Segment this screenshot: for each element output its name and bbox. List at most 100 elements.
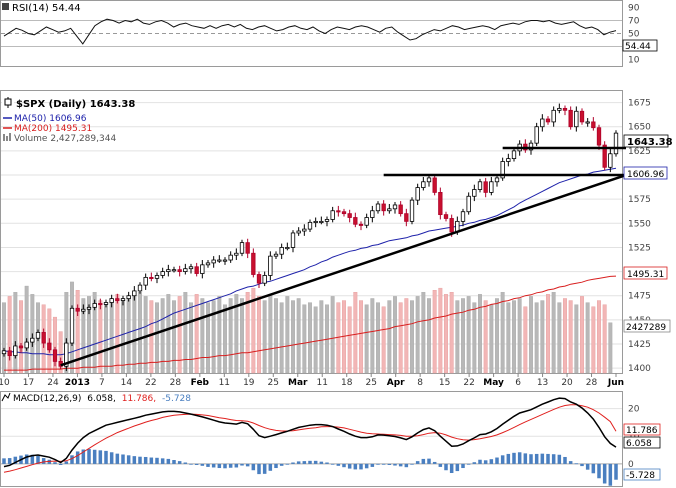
candle-body <box>313 220 318 223</box>
candle-body <box>477 181 483 190</box>
volume-bar <box>115 294 120 374</box>
volume-bar <box>302 304 307 374</box>
candle-body <box>217 259 222 262</box>
volume-bar <box>330 296 335 374</box>
volume-bar <box>472 302 477 374</box>
volume-bar <box>143 296 148 374</box>
volume-bar <box>24 285 29 374</box>
candle-body <box>35 332 41 339</box>
macd-hist-bar <box>143 456 148 464</box>
volume-bar <box>563 298 567 374</box>
candle-body <box>438 192 443 216</box>
macd-hist-bar <box>500 455 505 464</box>
price-tick-label: 1575 <box>628 195 651 205</box>
volume-bar <box>166 294 171 374</box>
volume-bar <box>455 300 460 374</box>
candle-body <box>194 266 199 274</box>
x-tick-label: Apr <box>387 378 405 388</box>
candle-body <box>415 187 420 201</box>
macd-hist-bar <box>285 463 290 465</box>
macd-hist-bar <box>478 459 482 464</box>
volume-bar <box>251 287 256 374</box>
volume-bar <box>81 298 86 374</box>
candle-body <box>307 221 313 230</box>
volume-bar <box>98 300 103 374</box>
macd-hist-bar <box>551 454 556 464</box>
candle-body <box>613 132 619 155</box>
candle-body <box>341 211 347 215</box>
candle-body <box>596 127 602 146</box>
macd-hist-bar <box>546 453 550 464</box>
macd-hist-bar <box>421 458 426 464</box>
macd-hist-bar <box>359 463 363 470</box>
volume-bar <box>217 296 222 374</box>
volume-bar <box>608 322 613 374</box>
svg-text:1643.38: 1643.38 <box>627 137 673 148</box>
volume-bar <box>364 304 369 374</box>
x-tick-label: 22 <box>145 378 156 388</box>
candle-body <box>591 121 596 129</box>
candle-body <box>75 307 80 312</box>
macd-tick-label: 0 <box>628 460 634 470</box>
x-tick-label: 8 <box>417 378 423 388</box>
volume-bar <box>245 292 250 374</box>
volume-bar <box>500 292 505 374</box>
macd-hist-bar <box>444 463 448 471</box>
x-tick-label: 6 <box>515 378 521 388</box>
volume-bar <box>404 298 409 374</box>
volume-bar <box>92 292 97 374</box>
candle-body <box>120 298 126 301</box>
macd-hist-bar <box>347 463 352 469</box>
rsi-tick-label: 70 <box>628 17 640 27</box>
rsi-label: RSI(14) 54.44 <box>2 3 81 14</box>
macd-label-value: 6.058, <box>87 394 116 404</box>
volume-bar <box>483 300 488 374</box>
candle-body <box>381 203 386 212</box>
volume-bar <box>540 300 545 374</box>
macd-hist-bar <box>189 463 193 465</box>
macd-hist-bar <box>138 456 142 464</box>
candle-body <box>154 275 160 279</box>
macd-hist-bar <box>472 462 477 464</box>
x-tick-label: 13 <box>537 378 548 388</box>
volume-bar <box>7 296 12 374</box>
macd-hist-bar <box>580 463 584 467</box>
macd-hist-bar <box>200 463 205 466</box>
volume-bar <box>387 300 392 374</box>
macd-hist-bar <box>608 463 613 486</box>
ma200-badge: 1495.31 <box>623 266 668 280</box>
macd-hist-bar <box>155 457 159 464</box>
volume-bar <box>172 300 176 374</box>
candle-body <box>347 213 352 218</box>
macd-hist-badge: -5.728 <box>623 468 661 481</box>
macd-hist-bar <box>410 463 414 465</box>
x-tick-label: 25 <box>268 378 279 388</box>
candle-body <box>251 252 256 275</box>
candle-body <box>109 298 114 303</box>
volume-bar <box>421 292 426 374</box>
macd-hist-bar <box>81 449 86 464</box>
last-price-badge: 1643.38 <box>623 134 673 148</box>
macd-hist-bar <box>466 463 471 465</box>
candle-body <box>245 242 250 254</box>
x-tick-label: 22 <box>463 378 474 388</box>
macd-hist-bar <box>296 461 301 464</box>
price-tick-label: 1625 <box>628 147 651 157</box>
x-axis-labels: 10 17 24 2013 7 14 22 28 Feb 11 19 25 Mar 11 18 25 Apr 8 1… <box>0 373 624 388</box>
price-tick-label: 1550 <box>628 219 651 229</box>
candle-body <box>540 118 545 128</box>
volume-bar <box>319 300 324 374</box>
volume-bar <box>580 296 584 374</box>
candle-body <box>319 220 324 223</box>
candle-body <box>426 177 432 183</box>
macd-hist-bar <box>104 450 108 464</box>
candle-body <box>200 264 205 274</box>
volume-bar <box>104 302 108 374</box>
macd-label-name: MACD(12,26,9) <box>13 394 81 404</box>
price-tick-label: 1650 <box>628 123 651 133</box>
candle-body <box>358 223 364 226</box>
volume-bar <box>517 298 522 374</box>
macd-hist-bar <box>228 463 233 468</box>
candles <box>1 103 619 372</box>
volume-bar <box>240 298 244 374</box>
